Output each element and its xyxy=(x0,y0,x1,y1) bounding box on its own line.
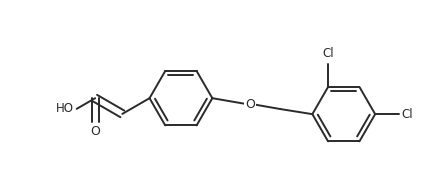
Text: O: O xyxy=(90,125,100,138)
Text: Cl: Cl xyxy=(322,47,334,60)
Text: Cl: Cl xyxy=(402,108,413,121)
Text: O: O xyxy=(245,98,255,111)
Text: HO: HO xyxy=(55,102,73,115)
